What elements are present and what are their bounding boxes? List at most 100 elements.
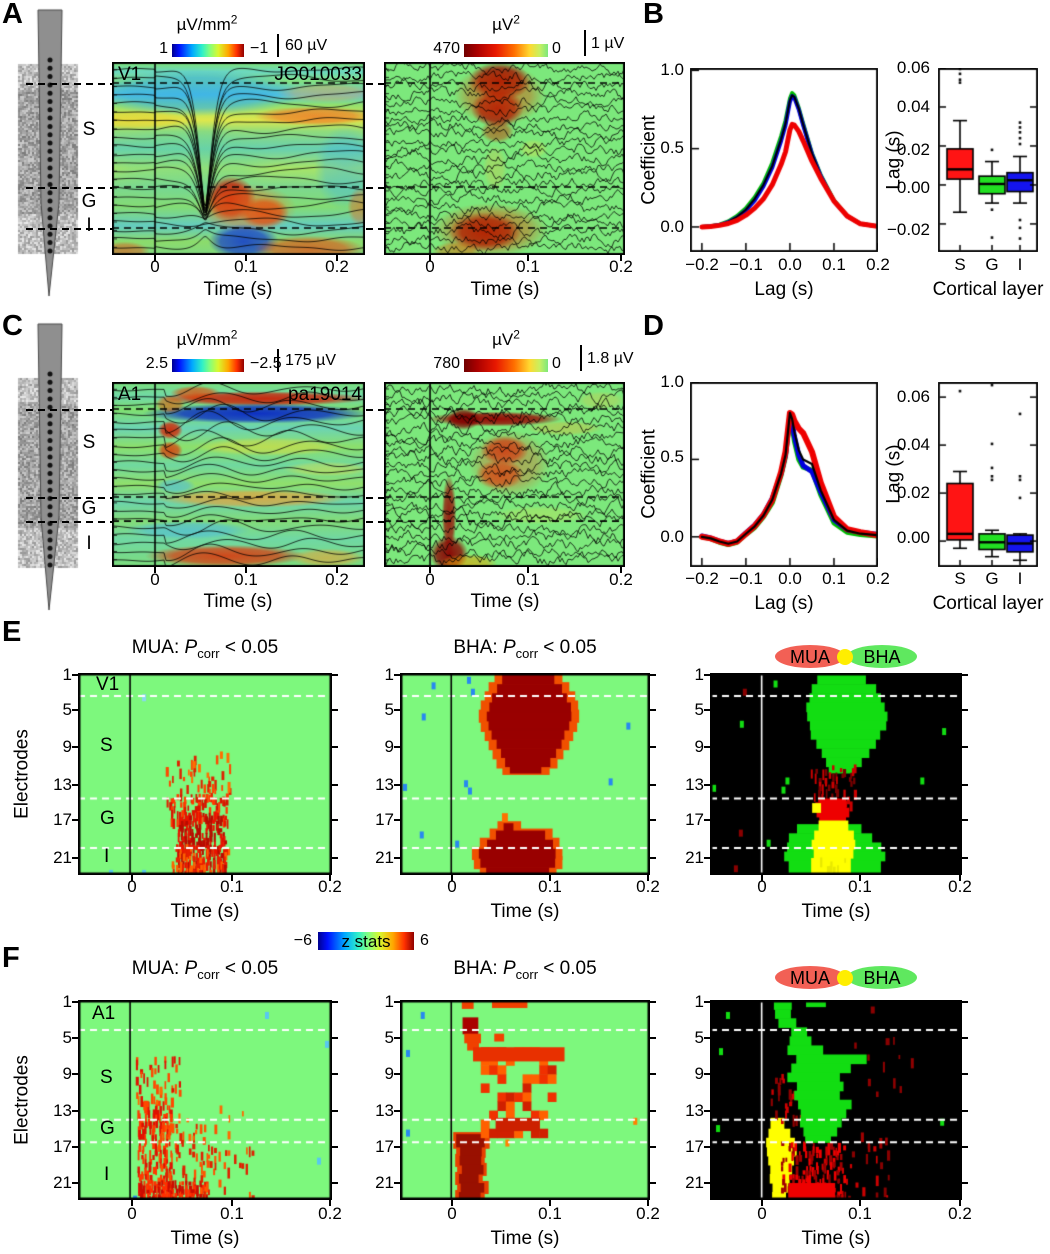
axis-tick bbox=[332, 819, 338, 821]
axis-tick bbox=[962, 746, 968, 748]
tick-label: 0.1 bbox=[822, 255, 846, 274]
axis-tick bbox=[962, 1037, 968, 1039]
time-axis-label: Time (s) bbox=[203, 279, 273, 300]
tick-label: 0.2 bbox=[636, 877, 660, 896]
session-label: JO010033 bbox=[274, 64, 362, 85]
csd-colorbar-right-value: −2.5 bbox=[250, 355, 282, 372]
title-prefix: MUA: bbox=[131, 637, 185, 658]
pow-unit: µV bbox=[492, 330, 514, 349]
axis-tick bbox=[332, 1037, 338, 1039]
axis-tick bbox=[647, 1200, 649, 1206]
tick-label: 17 bbox=[375, 1137, 394, 1156]
tick-label: −0.2 bbox=[685, 255, 719, 274]
time-axis-label: Time (s) bbox=[801, 1228, 871, 1249]
cortical-layer-axis-label: Cortical layer bbox=[932, 279, 1044, 300]
axis-tick bbox=[650, 1110, 656, 1112]
tick-label: 0.0 bbox=[778, 569, 802, 588]
axis-tick bbox=[620, 255, 622, 261]
tick-label: 0.1 bbox=[234, 257, 258, 276]
time-axis-label: Time (s) bbox=[490, 901, 560, 922]
tick-label: 13 bbox=[53, 775, 72, 794]
axis-tick bbox=[72, 784, 78, 786]
axis-tick bbox=[394, 1110, 400, 1112]
tick-label: 0.0 bbox=[660, 217, 684, 236]
time-axis-label: Time (s) bbox=[203, 591, 273, 612]
tick-label: 0.1 bbox=[848, 1204, 872, 1223]
axis-tick bbox=[394, 746, 400, 748]
csd-colorbar-left-value: 1 bbox=[159, 40, 168, 57]
csd-colorbar bbox=[172, 359, 244, 372]
time-axis-label: Time (s) bbox=[801, 901, 871, 922]
tick-label: 0.1 bbox=[516, 570, 540, 589]
axis-tick bbox=[704, 1110, 710, 1112]
axis-tick bbox=[329, 1200, 331, 1206]
axis-tick bbox=[704, 1001, 710, 1003]
axis-tick bbox=[620, 567, 622, 573]
axis-tick bbox=[650, 709, 656, 711]
axis-tick bbox=[647, 875, 649, 881]
axis-tick bbox=[72, 674, 78, 676]
axis-tick bbox=[650, 819, 656, 821]
tick-label: 0 bbox=[425, 570, 435, 589]
csd-unit-sup: 2 bbox=[230, 12, 238, 27]
axis-tick bbox=[650, 746, 656, 748]
tick-label: 0.02 bbox=[896, 140, 930, 159]
bha-power-map-a1 bbox=[384, 382, 625, 567]
venn-bha-ellipse: BHA bbox=[847, 645, 917, 668]
axis-tick bbox=[962, 857, 968, 859]
tick-label: 0.1 bbox=[220, 1204, 244, 1223]
csd-colorbar-title: µV/mm2 bbox=[177, 13, 238, 33]
significance-map-a1-bha bbox=[400, 1000, 650, 1200]
venn-mua-label: MUA bbox=[790, 967, 830, 988]
axis-tick bbox=[761, 875, 763, 881]
layer-boundary-dash bbox=[26, 187, 112, 189]
axis-tick bbox=[72, 1182, 78, 1184]
csd-unit: µV/mm bbox=[176, 330, 231, 349]
tick-label: 21 bbox=[375, 1173, 394, 1192]
axis-tick bbox=[231, 1200, 233, 1206]
tick-label: 0.1 bbox=[822, 569, 846, 588]
axis-tick bbox=[962, 1182, 968, 1184]
axis-tick bbox=[650, 1073, 656, 1075]
axis-tick bbox=[650, 1037, 656, 1039]
pow-colorbar bbox=[464, 359, 548, 372]
mua-bha-venn-legend: MUA BHA bbox=[775, 966, 917, 990]
axis-tick bbox=[704, 857, 710, 859]
axis-tick bbox=[332, 1073, 338, 1075]
title-sub: corr bbox=[197, 966, 220, 982]
lag-axis-label: Lag (s) bbox=[754, 593, 814, 614]
layer-boundary-dash bbox=[366, 228, 384, 230]
layer-label-s: S bbox=[100, 735, 113, 756]
tick-label: 5 bbox=[62, 1028, 72, 1047]
axis-tick bbox=[962, 819, 968, 821]
tick-label: 0.06 bbox=[896, 58, 930, 77]
axis-tick bbox=[704, 746, 710, 748]
venn-overlap-circle bbox=[837, 970, 853, 986]
bha-power-map-v1 bbox=[384, 62, 625, 255]
title-sub: corr bbox=[515, 645, 539, 661]
tick-label: 9 bbox=[694, 1064, 704, 1083]
axis-tick bbox=[394, 674, 400, 676]
layer-boundary-dash bbox=[26, 497, 112, 499]
tick-label: 0.1 bbox=[538, 877, 562, 896]
lag-axis-label: Lag (s) bbox=[754, 279, 814, 300]
tick-label: 0.1 bbox=[220, 877, 244, 896]
csd-colorbar-title: µV/mm2 bbox=[176, 328, 238, 349]
axis-tick bbox=[245, 255, 247, 261]
layer-label-i: I bbox=[86, 533, 92, 554]
layer-label-g: G bbox=[100, 808, 115, 829]
axis-tick bbox=[451, 1200, 453, 1206]
tick-label: 13 bbox=[375, 1101, 394, 1120]
axis-tick bbox=[549, 1200, 551, 1206]
axis-tick bbox=[650, 857, 656, 859]
tick-label: 0.0 bbox=[660, 527, 684, 546]
axis-tick bbox=[72, 1146, 78, 1148]
axis-tick bbox=[231, 875, 233, 881]
lfp-scalebar-line bbox=[277, 349, 279, 372]
panel-label-e: E bbox=[2, 616, 22, 648]
venn-mua-label: MUA bbox=[790, 646, 830, 667]
zstats-right-value: 6 bbox=[420, 932, 429, 949]
tick-label: 13 bbox=[685, 1101, 704, 1120]
axis-tick bbox=[650, 1146, 656, 1148]
tick-label: 21 bbox=[685, 1173, 704, 1192]
